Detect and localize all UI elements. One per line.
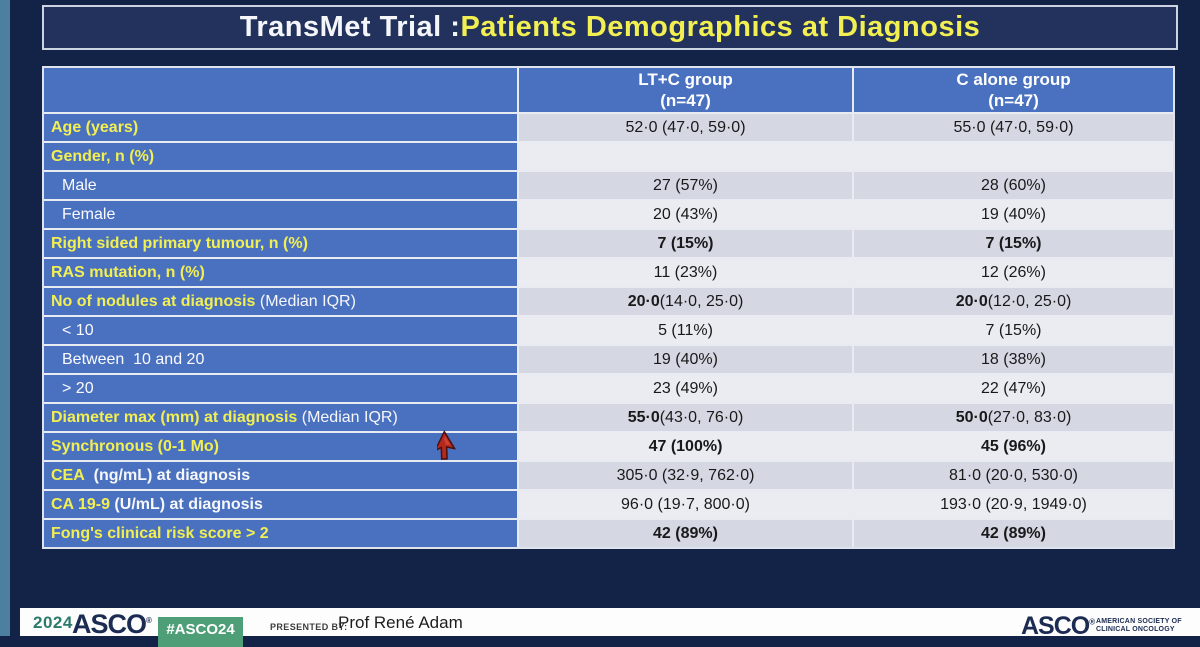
row-value: 42 (89%) [519, 520, 852, 547]
row-label: Fong's clinical risk score > 2 [44, 520, 517, 547]
row-value: 7 (15%) [519, 230, 852, 257]
header-empty-cell [44, 68, 517, 112]
row-value: 28 (60%) [854, 172, 1173, 199]
presenter-name: Prof René Adam [338, 613, 463, 632]
row-value: 81·0 (20·0, 530·0) [854, 462, 1173, 489]
asco-logo-right-text: AMERICAN SOCIETY OF CLINICAL ONCOLOGY [1096, 618, 1182, 633]
slide-title-prefix: TransMet Trial : [239, 11, 461, 43]
row-value: 55·0 (47·0, 59·0) [854, 114, 1173, 141]
row-value: 20·0 (12·0, 25·0) [854, 288, 1173, 315]
row-value: 55·0 (43·0, 76·0) [519, 404, 852, 431]
header-c-alone-group-name: C alone group [956, 70, 1071, 89]
header-ltc-group-n: (n=47) [660, 91, 711, 110]
row-value: 47 (100%) [519, 433, 852, 460]
hashtag-badge: #ASCO24 [158, 617, 243, 647]
asco-2024-year: 2024 [33, 613, 73, 632]
row-label: CA 19-9 (U/mL) at diagnosis [44, 491, 517, 518]
row-value: 45 (96%) [854, 433, 1173, 460]
row-value: 7 (15%) [854, 317, 1173, 344]
header-c-alone-group-n: (n=47) [988, 91, 1039, 110]
row-label: RAS mutation, n (%) [44, 259, 517, 286]
row-value: 27 (57%) [519, 172, 852, 199]
row-value: 19 (40%) [519, 346, 852, 373]
row-value: 96·0 (19·7, 800·0) [519, 491, 852, 518]
row-value: 50·0 (27·0, 83·0) [854, 404, 1173, 431]
row-value: 23 (49%) [519, 375, 852, 402]
row-value [854, 143, 1173, 170]
row-label: Female [44, 201, 517, 228]
row-value: 19 (40%) [854, 201, 1173, 228]
row-value: 20·0 (14·0, 25·0) [519, 288, 852, 315]
row-value: 11 (23%) [519, 259, 852, 286]
row-label: Right sided primary tumour, n (%) [44, 230, 517, 257]
header-c-alone-group: C alone group (n=47) [854, 68, 1173, 112]
row-value [519, 143, 852, 170]
row-value: 305·0 (32·9, 762·0) [519, 462, 852, 489]
row-value: 20 (43%) [519, 201, 852, 228]
left-edge-strip [0, 0, 10, 636]
demographics-table: LT+C group (n=47) C alone group (n=47) A… [42, 66, 1175, 549]
asco-logo-right: ASCO® [1021, 612, 1096, 640]
row-value: 5 (11%) [519, 317, 852, 344]
slide-title-highlight: Patients Demographics at Diagnosis [460, 11, 981, 43]
row-label: Diameter max (mm) at diagnosis (Median I… [44, 404, 517, 431]
row-label: < 10 [44, 317, 517, 344]
row-value: 7 (15%) [854, 230, 1173, 257]
row-value: 18 (38%) [854, 346, 1173, 373]
row-value: 42 (89%) [854, 520, 1173, 547]
row-label: Male [44, 172, 517, 199]
mouse-cursor-icon [437, 430, 457, 460]
header-ltc-group-name: LT+C group [638, 70, 733, 89]
header-ltc-group: LT+C group (n=47) [519, 68, 852, 112]
slide-title-bar: TransMet Trial : Patients Demographics a… [42, 5, 1178, 50]
row-value: 52·0 (47·0, 59·0) [519, 114, 852, 141]
row-label: CEA (ng/mL) at diagnosis [44, 462, 517, 489]
presented-by-label: PRESENTED BY: [270, 622, 348, 632]
row-label: > 20 [44, 375, 517, 402]
row-label: No of nodules at diagnosis (Median IQR) [44, 288, 517, 315]
row-label: Gender, n (%) [44, 143, 517, 170]
row-label: Age (years) [44, 114, 517, 141]
row-value: 193·0 (20·9, 1949·0) [854, 491, 1173, 518]
asco-logo-left: ASCO® [72, 609, 152, 639]
row-label: Between 10 and 20 [44, 346, 517, 373]
row-value: 22 (47%) [854, 375, 1173, 402]
row-value: 12 (26%) [854, 259, 1173, 286]
